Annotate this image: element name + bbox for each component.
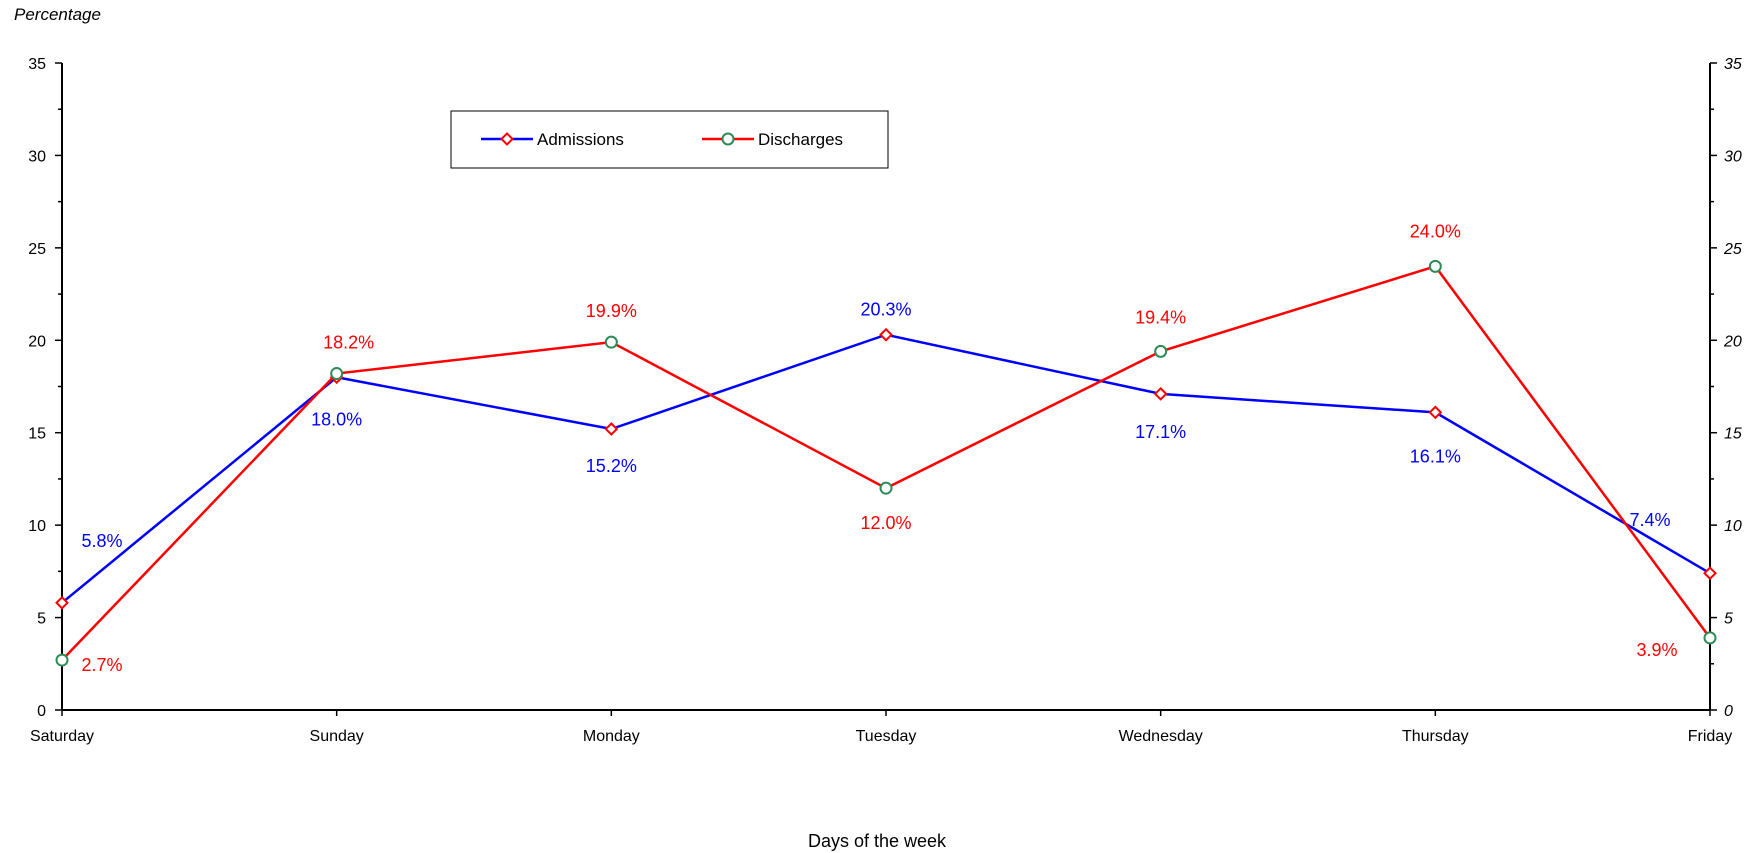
y-tick-label-left: 15 — [28, 426, 46, 443]
data-label-admissions: 15.2% — [586, 456, 637, 476]
y-tick-label-left: 25 — [28, 241, 46, 258]
data-point-discharges — [604, 335, 618, 349]
series-line-discharges — [61, 264, 1712, 661]
legend-label-admissions: Admissions — [537, 130, 624, 149]
data-label-admissions: 17.1% — [1135, 422, 1186, 442]
x-tick-label: Tuesday — [856, 728, 917, 745]
y-tick-label-left: 20 — [28, 333, 46, 350]
data-label-discharges: 19.9% — [586, 301, 637, 321]
data-label-admissions: 16.1% — [1410, 446, 1461, 466]
x-tick-label: Saturday — [30, 728, 94, 745]
x-tick-label: Wednesday — [1119, 728, 1203, 745]
legend-marker-discharges — [721, 132, 735, 146]
y-tick-label-right: 15 — [1724, 426, 1742, 443]
data-point-admissions — [55, 595, 69, 610]
data-label-discharges: 3.9% — [1636, 640, 1677, 660]
data-point-discharges — [1703, 631, 1717, 645]
data-point-discharges — [1154, 344, 1168, 358]
data-point-admissions — [879, 327, 893, 342]
series-layer — [55, 259, 1717, 667]
y-tick-label-right: 35 — [1724, 56, 1742, 73]
y-tick-label-right: 10 — [1724, 518, 1742, 535]
x-tick-label: Monday — [583, 728, 640, 745]
y-tick-label-right: 0 — [1724, 703, 1733, 720]
data-label-admissions: 18.0% — [311, 409, 362, 429]
legend-marker-admissions — [500, 132, 514, 146]
legend-label-discharges: Discharges — [758, 130, 843, 149]
data-label-discharges: 12.0% — [860, 513, 911, 533]
y-tick-label-right: 25 — [1723, 241, 1742, 258]
data-label-discharges: 24.0% — [1410, 221, 1461, 241]
data-label-admissions: 20.3% — [860, 300, 911, 320]
x-axis-title: Days of the week — [808, 831, 947, 851]
data-label-admissions: 5.8% — [81, 531, 122, 551]
data-point-discharges — [1428, 259, 1442, 273]
data-point-admissions — [1703, 566, 1717, 581]
y-tick-label-left: 10 — [28, 518, 46, 535]
data-point-discharges — [330, 367, 344, 381]
data-point-discharges — [55, 653, 69, 667]
data-label-discharges: 18.2% — [323, 333, 374, 353]
y-tick-label-left: 5 — [37, 611, 46, 628]
axes: 0 0 5 5 10 10 15 15 20 20 25 25 30 30 35 35 Saturday Sund… — [28, 56, 1742, 745]
data-point-discharges — [879, 481, 893, 495]
data-label-admissions: 7.4% — [1629, 510, 1670, 530]
y-axis-title: Percentage — [14, 5, 101, 24]
series-line-admissions — [61, 333, 1711, 604]
legend: Admissions Discharges — [450, 110, 889, 169]
data-point-admissions — [1428, 405, 1443, 420]
data-labels: 5.8% 18.0% 15.2% 20.3% 17.1% 16.1% 7.4% 2.7% 18.… — [81, 221, 1677, 675]
data-point-admissions — [1153, 386, 1168, 401]
y-tick-label-right: 20 — [1723, 333, 1742, 350]
data-label-discharges: 2.7% — [81, 655, 122, 675]
y-tick-label-right: 5 — [1724, 611, 1733, 628]
x-tick-label: Sunday — [310, 728, 364, 745]
y-tick-label-left: 35 — [28, 56, 46, 73]
x-tick-label: Thursday — [1402, 728, 1469, 745]
y-tick-label-left: 0 — [37, 703, 46, 720]
x-tick-label: Friday — [1688, 728, 1732, 745]
y-tick-label-left: 30 — [28, 148, 46, 165]
y-tick-label-right: 30 — [1724, 148, 1742, 165]
data-point-admissions — [604, 422, 619, 436]
data-label-discharges: 19.4% — [1135, 307, 1186, 327]
